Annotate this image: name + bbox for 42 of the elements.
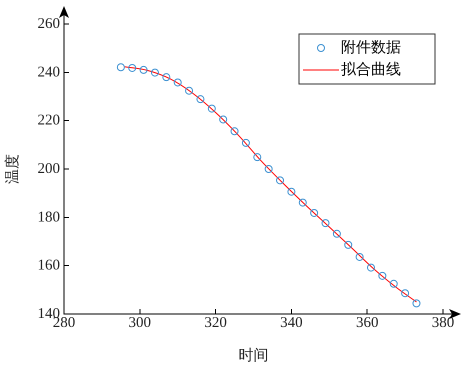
point	[412, 299, 420, 308]
x-tick-label: 300	[128, 314, 152, 331]
point	[174, 78, 182, 86]
x-axis-title: 时间	[238, 346, 268, 364]
point	[128, 64, 136, 72]
point	[185, 86, 194, 95]
y-tick-label: 240	[38, 64, 60, 80]
legend-label: 附件数据	[341, 38, 401, 56]
point	[401, 289, 410, 298]
point	[116, 63, 125, 72]
y-axis-title: 温度	[4, 154, 21, 184]
x-tick-label: 360	[356, 314, 378, 331]
point	[162, 73, 170, 82]
point	[366, 264, 375, 272]
point	[230, 127, 239, 136]
y-tick-label: 180	[38, 209, 60, 226]
point	[208, 104, 216, 113]
y-tick-label: 260	[38, 16, 60, 32]
point	[242, 138, 250, 147]
point	[287, 188, 296, 196]
point	[322, 219, 330, 228]
point	[196, 95, 204, 104]
x-tick-label: 340	[280, 314, 303, 331]
point	[219, 115, 228, 124]
point	[378, 272, 386, 280]
y-tick-label: 160	[38, 258, 60, 274]
point	[276, 176, 284, 184]
point	[332, 230, 341, 238]
point	[298, 198, 307, 207]
y-tick-label: 220	[38, 112, 60, 129]
x-tick-label: 380	[432, 314, 454, 331]
point	[344, 240, 352, 249]
point	[253, 153, 262, 162]
point	[356, 252, 364, 261]
legend-label: 拟合曲线	[341, 60, 401, 78]
point	[264, 165, 273, 173]
point	[390, 280, 398, 288]
point	[150, 68, 159, 77]
x-tick-label: 320	[204, 314, 227, 331]
y-tick-label: 200	[38, 160, 60, 177]
point	[140, 66, 148, 74]
point	[310, 208, 318, 217]
